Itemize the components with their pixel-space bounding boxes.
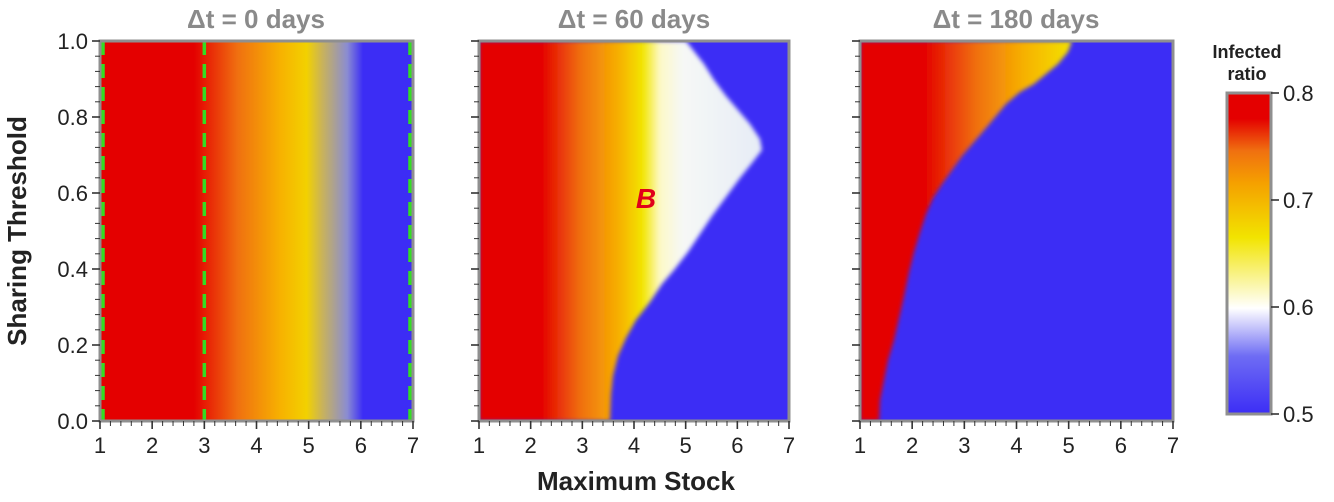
y-tick-label: 0.4 [57, 257, 88, 282]
y-tick-label: 0.0 [57, 409, 88, 434]
panel-2-title: Δt = 180 days [933, 4, 1100, 34]
panel-2: Δt = 180 days 1 2 3 4 5 6 7 [852, 4, 1179, 458]
x-tick-label: 6 [1115, 433, 1127, 458]
y-tick-label: 0.8 [57, 105, 88, 130]
x-tick-label: 2 [146, 433, 158, 458]
colorbar-tick-label: 0.7 [1283, 188, 1314, 213]
panel-1-y-ticks [471, 40, 479, 422]
panel-0-x-ticks: 1 2 3 4 5 6 7 [94, 421, 419, 458]
colorbar-tick-label: 0.5 [1283, 402, 1314, 427]
panel-1-high-region [479, 41, 762, 421]
x-tick-label: 3 [576, 433, 588, 458]
x-axis-label: Maximum Stock [537, 466, 735, 496]
x-tick-label: 7 [1167, 433, 1179, 458]
x-tick-label: 6 [731, 433, 743, 458]
x-tick-label: 5 [680, 433, 692, 458]
x-tick-label: 3 [958, 433, 970, 458]
y-tick-label: 1.0 [57, 29, 88, 54]
x-tick-label: 4 [628, 433, 640, 458]
panel-0-title: Δt = 0 days [187, 4, 325, 34]
x-tick-label: 5 [1063, 433, 1075, 458]
panel-1-title: Δt = 60 days [558, 4, 710, 34]
x-tick-label: 7 [407, 433, 419, 458]
colorbar-tick-label: 0.6 [1283, 295, 1314, 320]
x-tick-label: 7 [783, 433, 795, 458]
y-axis-label: Sharing Threshold [2, 116, 32, 346]
panel-0-y-ticks: 0.0 0.2 0.4 0.6 0.8 1.0 [57, 29, 100, 434]
y-tick-label: 0.6 [57, 181, 88, 206]
panel-1: B Δt = 60 days 1 2 3 4 5 6 7 [471, 4, 795, 458]
x-tick-label: 6 [355, 433, 367, 458]
colorbar-tick-label: 0.8 [1283, 81, 1314, 106]
x-tick-label: 2 [906, 433, 918, 458]
panel-0: Δt = 0 days 1 2 3 4 5 6 7 0.0 0.2 0.4 0.6 0.8 1.0 [57, 4, 419, 458]
colorbar-ticks: 0.5 0.6 0.7 0.8 [1271, 81, 1314, 427]
x-tick-label: 1 [94, 433, 106, 458]
x-tick-label: 1 [473, 433, 485, 458]
panel-0-heatmap [100, 41, 413, 421]
colorbar: Infected ratio 0.5 0.6 0.7 0.8 [1212, 42, 1313, 427]
x-tick-label: 2 [525, 433, 537, 458]
y-tick-label: 0.2 [57, 333, 88, 358]
x-tick-label: 4 [250, 433, 262, 458]
x-tick-label: 3 [198, 433, 210, 458]
colorbar-title-line-1: Infected [1212, 42, 1281, 62]
x-tick-label: 5 [303, 433, 315, 458]
colorbar-title-line-2: ratio [1227, 64, 1266, 84]
panel-0-dashed-lines [101, 41, 412, 421]
colorbar-gradient [1225, 91, 1273, 416]
panel-2-y-ticks [852, 40, 860, 422]
panel-2-x-ticks: 1 2 3 4 5 6 7 [854, 421, 1179, 458]
x-tick-label: 1 [854, 433, 866, 458]
x-tick-label: 4 [1010, 433, 1022, 458]
panel-1-x-ticks: 1 2 3 4 5 6 7 [473, 421, 795, 458]
panel-2-high-region [860, 41, 1072, 421]
panel-1-annotation: B [636, 183, 656, 214]
